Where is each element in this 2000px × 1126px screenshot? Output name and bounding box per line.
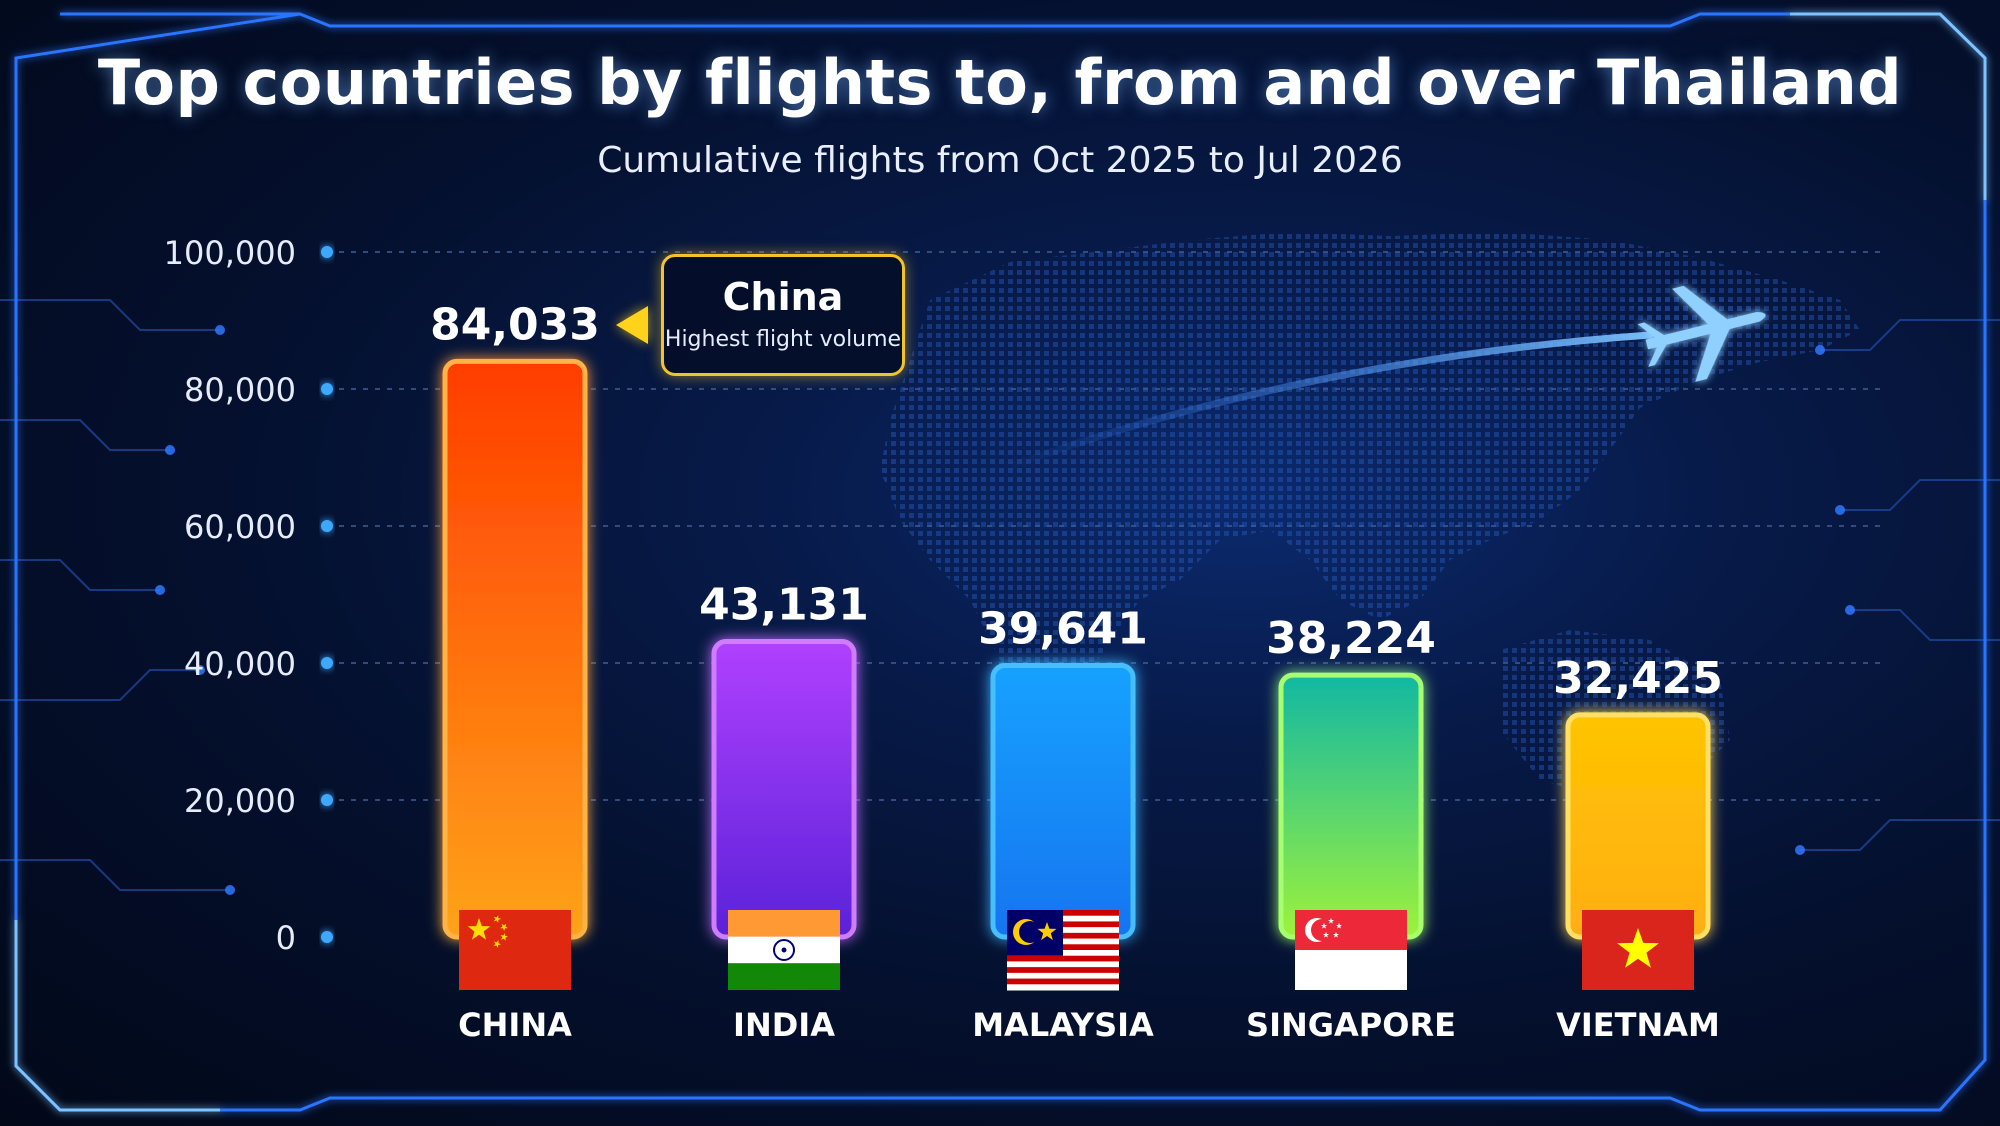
y-tick-label: 0 bbox=[276, 919, 296, 957]
value-label: 32,425 bbox=[1553, 653, 1723, 704]
vietnam-flag-icon bbox=[1582, 910, 1694, 990]
airplane-icon bbox=[1637, 285, 1766, 382]
bar-china bbox=[442, 358, 588, 940]
flags bbox=[459, 910, 1694, 991]
value-label: 38,224 bbox=[1266, 613, 1436, 664]
chart-title: Top countries by flights to, from and ov… bbox=[97, 46, 1903, 119]
y-tick-label: 20,000 bbox=[184, 782, 296, 820]
value-label: 84,033 bbox=[430, 299, 600, 350]
frame-border bbox=[14, 12, 1987, 1112]
y-tick-label: 100,000 bbox=[164, 234, 296, 272]
bars bbox=[442, 358, 1711, 940]
india-flag-icon bbox=[728, 910, 840, 990]
annotation-callout: China Highest flight volume bbox=[661, 254, 905, 376]
bar-malaysia bbox=[990, 662, 1136, 940]
category-label: INDIA bbox=[733, 1006, 835, 1044]
bar-vietnam bbox=[1565, 712, 1711, 940]
circuit-node-decoration bbox=[155, 325, 1855, 895]
value-label: 39,641 bbox=[978, 603, 1148, 654]
singapore-flag-icon bbox=[1295, 910, 1407, 990]
y-tick-label: 60,000 bbox=[184, 508, 296, 546]
value-label: 43,131 bbox=[699, 580, 869, 631]
malaysia-flag-icon bbox=[1007, 910, 1119, 991]
bar-singapore bbox=[1278, 672, 1424, 940]
category-label: MALAYSIA bbox=[972, 1006, 1154, 1044]
category-label: CHINA bbox=[458, 1006, 572, 1044]
category-label: SINGAPORE bbox=[1246, 1006, 1456, 1044]
category-label: VIETNAM bbox=[1556, 1006, 1720, 1044]
callout-pointer-icon bbox=[616, 306, 648, 344]
callout-title: China bbox=[722, 275, 844, 319]
y-tick-label: 40,000 bbox=[184, 645, 296, 683]
y-tick-label: 80,000 bbox=[184, 371, 296, 409]
callout-text: Highest flight volume bbox=[664, 327, 902, 352]
china-flag-icon bbox=[459, 910, 571, 990]
circuit-decoration bbox=[0, 299, 2000, 891]
bar-india bbox=[711, 639, 857, 940]
labels: 84,033 CHINA 43,131 INDIA 39,641 MALAYSIA 38,2… bbox=[430, 299, 1723, 1044]
flight-trail bbox=[996, 331, 1654, 474]
chart-subtitle: Cumulative flights from Oct 2025 to Jul … bbox=[597, 140, 1403, 181]
